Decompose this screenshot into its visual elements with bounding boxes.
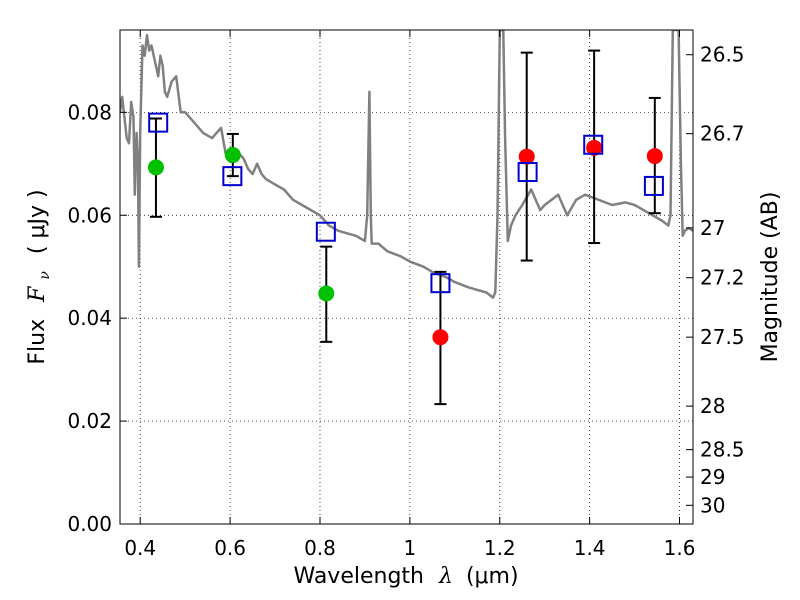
y-tick-label: 0.02 [67,409,112,433]
y2-tick-label: 28.5 [700,438,745,462]
observed-point [646,148,663,165]
model-flux-box [643,175,664,196]
x-axis-label-main: Wavelength [293,564,424,589]
observed-point [318,285,335,302]
x-tick-label: 1 [404,536,417,560]
x-axis-label: Wavelength λ (μm) [293,564,518,589]
x-tick-label: 1.6 [664,536,696,560]
y-tick-label: 0.04 [67,306,112,330]
template-spectrum-line [120,30,693,299]
y2-tick-label: 27 [700,216,725,240]
model-flux-box [148,112,169,133]
model-flux-box [222,166,243,187]
y2-tick-label: 26.5 [700,43,745,67]
observed-point [432,329,449,346]
y-tick-label: 0.06 [67,203,112,227]
y-tick-label: 0.08 [67,100,112,124]
y-axis-label-main: Flux [25,319,50,365]
y2-tick-label: 26.7 [700,122,745,146]
plot-frame [119,29,694,525]
y-axis-label-symbol: F [25,286,50,303]
x-tick-label: 0.4 [124,536,156,560]
y2-tick-label: 27.2 [700,266,745,290]
observed-points [147,139,663,346]
y2-tick-label: 28 [700,394,725,418]
y2-tick-label: 29 [700,465,725,489]
x-tick-label: 0.6 [214,536,246,560]
plot-background [120,30,693,524]
x-axis-label-unit: (μm) [466,564,519,589]
y-tick-label: 0.00 [67,512,112,536]
observed-point [147,159,164,176]
y2-tick-label: 27.5 [700,325,745,349]
observed-point [224,147,241,164]
y-axis-label-unit: ( μJy ) [25,189,50,254]
model-flux-box [315,221,336,242]
template-spectrum-layer [120,30,693,299]
y2-axis-label: Magnitude (AB) [758,192,783,363]
x-axis-label-symbol: λ [438,564,453,589]
model-flux-box [583,134,604,155]
x-tick-label: 1.2 [484,536,516,560]
y2-tick-label: 30 [700,493,725,517]
model-flux-box [517,162,538,183]
axis-ticks: 0.4 0.6 0.8 1 1.2 1.4 1.6 0.00 0.02 0.04 0.06 0.08 2… [67,30,745,560]
x-tick-label: 1.4 [574,536,606,560]
observed-point [518,148,535,165]
y-axis-label-subscript: ν [37,271,53,280]
observed-point [586,139,603,156]
model-flux-box [430,273,451,294]
y-axis-label: Flux F ν ( μJy ) [25,189,55,364]
model-flux-boxes [148,112,664,294]
x-tick-label: 0.8 [304,536,336,560]
